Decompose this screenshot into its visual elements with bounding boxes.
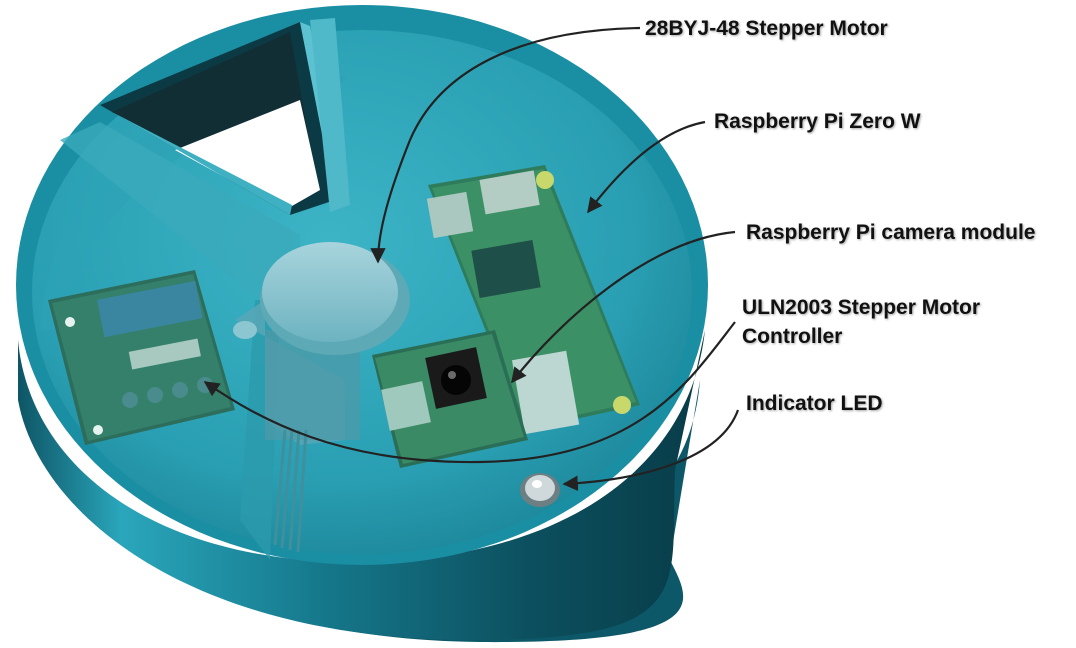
arrow-stepper-motor: [370, 26, 641, 264]
label-motor-controller-line2: Controller: [742, 325, 843, 348]
label-pi-zero-text: Raspberry Pi Zero W: [714, 110, 921, 133]
label-indicator-led: Indicator LED: [746, 389, 883, 418]
label-motor-controller: ULN2003 Stepper Motor Controller: [742, 293, 980, 351]
arrow-indicator-led: [562, 409, 740, 491]
callout-arrows: [203, 26, 740, 491]
label-indicator-led-text: Indicator LED: [746, 392, 883, 415]
arrow-pi-zero: [587, 120, 706, 214]
label-motor-controller-line1: ULN2003 Stepper Motor: [742, 296, 981, 319]
uln2003-board: [48, 270, 235, 445]
pi-zero-board: [426, 165, 640, 435]
arrow-camera-module: [511, 230, 736, 384]
arrow-motor-controller: [203, 321, 736, 464]
label-camera-module-text: Raspberry Pi camera module: [746, 221, 1036, 244]
label-pi-zero: Raspberry Pi Zero W: [714, 107, 921, 136]
label-camera-module: Raspberry Pi camera module: [746, 218, 1035, 247]
enclosure-wall: [18, 330, 705, 643]
stepper-motor: [233, 242, 410, 553]
indicator-led: [520, 473, 560, 507]
camera-module: [372, 330, 528, 468]
label-stepper-motor-text: 28BYJ-48 Stepper Motor: [645, 17, 888, 40]
label-stepper-motor: 28BYJ-48 Stepper Motor: [645, 14, 888, 43]
